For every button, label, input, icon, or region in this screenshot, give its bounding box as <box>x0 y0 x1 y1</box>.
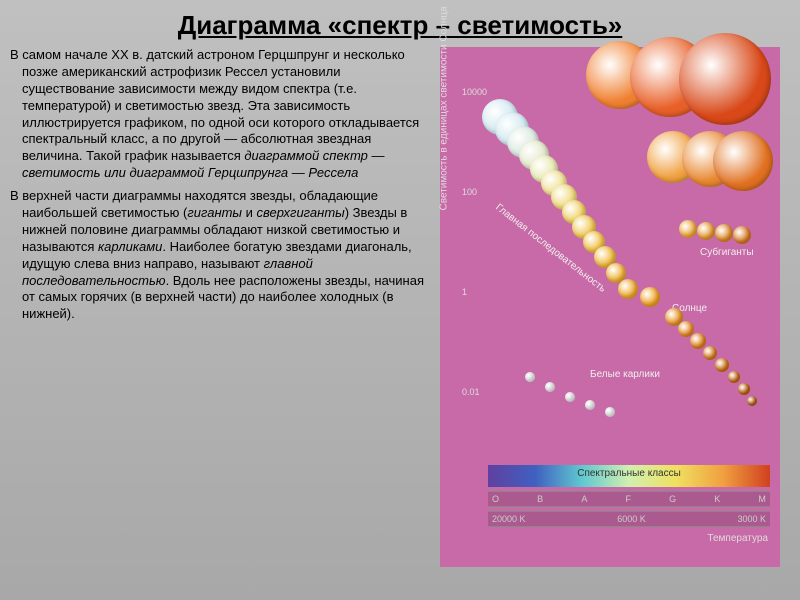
p2-it3: карликами <box>98 239 162 254</box>
star-giant <box>679 33 771 125</box>
star-main-seq <box>640 287 660 307</box>
star-main-seq <box>747 396 757 406</box>
star-main-seq <box>690 333 706 349</box>
spectral-class: F <box>625 494 631 504</box>
paragraph-1: В самом начале XX в. датский астроном Ге… <box>10 47 432 182</box>
spectral-class: M <box>758 494 766 504</box>
star-white-dwarf <box>585 400 595 410</box>
p1-text: В самом начале XX в. датский астроном Ге… <box>10 47 419 163</box>
y-tick: 10000 <box>462 87 487 97</box>
spectral-class-row: OBAFGKM <box>488 491 770 507</box>
star-subgiant <box>715 224 733 242</box>
hr-diagram: Светимость в единицах светимости Солнца … <box>440 47 780 567</box>
content-row: В самом начале XX в. датский астроном Ге… <box>0 47 800 567</box>
y-tick: 0.01 <box>462 387 480 397</box>
star-subgiant <box>733 226 751 244</box>
paragraph-2: В верхней части диаграммы находятся звез… <box>10 188 432 323</box>
label-white-dwarfs: Белые карлики <box>590 369 660 380</box>
star-white-dwarf <box>525 372 535 382</box>
temperature-tick: 6000 K <box>617 514 646 524</box>
star-main-seq <box>738 383 750 395</box>
spectral-class: B <box>537 494 543 504</box>
star-white-dwarf <box>565 392 575 402</box>
temperature-row: 20000 K 6000 K 3000 K <box>488 511 770 527</box>
p2b: и <box>242 205 257 220</box>
spectral-label: Спектральные классы <box>488 468 770 479</box>
star-giant <box>713 131 773 191</box>
label-subgiants: Субгиганты <box>700 247 754 258</box>
text-column: В самом начале XX в. датский астроном Ге… <box>10 47 440 567</box>
star-main-seq <box>703 346 717 360</box>
star-main-seq <box>728 371 740 383</box>
p2-it2: сверхгиганты <box>257 205 345 220</box>
p2-it1: гиганты <box>187 205 242 220</box>
y-axis-label: Светимость в единицах светимости Солнца <box>439 6 450 210</box>
star-white-dwarf <box>545 382 555 392</box>
spectral-class: A <box>581 494 587 504</box>
star-white-dwarf <box>605 407 615 417</box>
temperature-tick: 20000 K <box>492 514 526 524</box>
spectral-class: O <box>492 494 499 504</box>
temperature-caption: Температура <box>707 533 768 544</box>
y-tick: 100 <box>462 187 477 197</box>
star-main-seq <box>618 279 638 299</box>
star-subgiant <box>697 222 715 240</box>
spectral-class: G <box>669 494 676 504</box>
temperature-tick: 3000 K <box>737 514 766 524</box>
y-tick: 1 <box>462 287 467 297</box>
spectral-class: K <box>714 494 720 504</box>
spectral-band: Спектральные классы <box>488 465 770 487</box>
star-main-seq <box>715 358 729 372</box>
star-subgiant <box>679 220 697 238</box>
